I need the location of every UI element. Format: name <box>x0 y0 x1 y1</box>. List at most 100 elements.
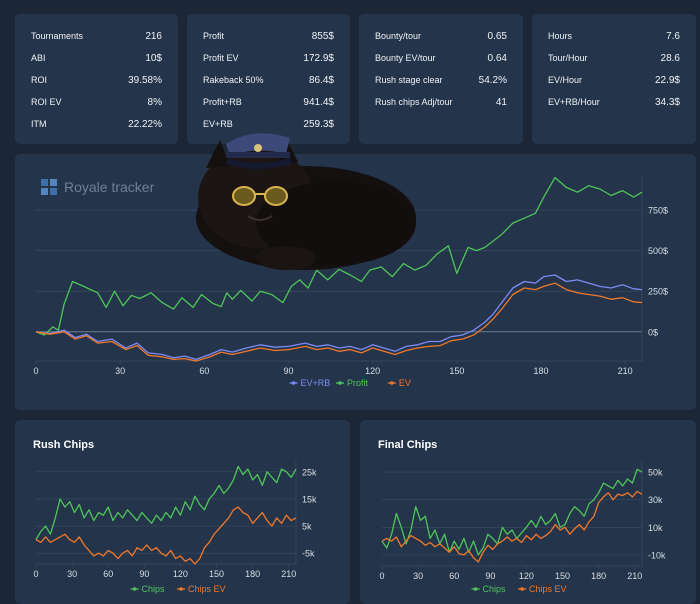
stat-label: Hours <box>548 31 573 41</box>
rush-chart-x-tick-label: 30 <box>67 569 77 579</box>
stat-value: 22.9$ <box>654 74 680 86</box>
stat-label: Tour/Hour <box>548 53 588 63</box>
stat-value: 855$ <box>311 30 334 42</box>
final-chart-series-chips <box>381 468 643 556</box>
stat-value: 216 <box>145 30 162 42</box>
final-chart-x-tick-label: 60 <box>449 571 459 581</box>
rush-chart-y-tick-label: 25k <box>302 467 317 477</box>
rush-chart-series-chips-ev <box>35 506 297 565</box>
stat-label: Profit EV <box>203 53 239 63</box>
profit-chart-y-tick-label: 250$ <box>648 287 668 297</box>
rush-chart-series-chips <box>35 465 297 540</box>
stat-value: 86.4$ <box>308 74 334 86</box>
final-chips-title: Final Chips <box>378 439 438 451</box>
stat-value: 259.3$ <box>303 118 334 130</box>
rush-chart-legend-label: Chips EV <box>188 584 226 594</box>
profit-chart-legend-label: EV+RB <box>301 378 331 388</box>
final-chart-y-tick-label: 50k <box>648 468 663 478</box>
stats-card-profit: Profit 855$ Profit EV 172.9$ Rakeback 50% 86.… <box>187 14 350 144</box>
stat-value: 28.6 <box>660 52 680 64</box>
stat-value: 172.9$ <box>303 52 334 64</box>
profit-chart-legend-marker <box>291 381 296 385</box>
stat-label: EV+RB <box>203 119 233 129</box>
stat-row: Bounty/tour 0.65 <box>375 29 507 43</box>
profit-chart-x-tick-label: 0 <box>33 366 38 376</box>
profit-chart-legend-label: Profit <box>347 378 369 388</box>
profit-chart-x-tick-label: 30 <box>115 366 125 376</box>
stat-label: ROI <box>31 75 48 85</box>
stat-row: Tour/Hour 28.6 <box>548 51 680 65</box>
stat-label: Profit <box>203 31 225 41</box>
stat-value: 941.4$ <box>303 96 334 108</box>
stat-label: Rakeback 50% <box>203 75 264 85</box>
stat-label: ABI <box>31 53 46 63</box>
stat-value: 22.22% <box>128 118 162 130</box>
profit-chart-x-tick-label: 180 <box>533 366 548 376</box>
profit-chart-x-tick-label: 150 <box>449 366 464 376</box>
rush-chart-x-tick-label: 0 <box>33 569 38 579</box>
stat-row: Rush stage clear 54.2% <box>375 73 507 87</box>
rush-chart-y-tick-label: -5k <box>302 549 315 559</box>
final-chart-x-tick-label: 0 <box>379 571 384 581</box>
stat-label: Rush chips Adj/tour <box>375 97 453 107</box>
stat-row: ABI 10$ <box>31 51 162 65</box>
stat-value: 41 <box>495 96 507 108</box>
stat-row: EV+RB/Hour 34.3$ <box>548 95 680 109</box>
profit-chart-x-tick-label: 60 <box>199 366 209 376</box>
rush-chart-x-tick-label: 210 <box>281 569 296 579</box>
cat-with-police-hat-image <box>196 133 416 270</box>
rush-chart-legend-marker <box>132 587 137 591</box>
final-chart-y-tick-label: -10k <box>648 550 666 560</box>
profit-chart-legend-marker <box>390 381 394 385</box>
stat-value: 0.64 <box>487 52 507 64</box>
stat-row: ITM 22.22% <box>31 117 162 131</box>
rush-chips-card <box>15 420 350 604</box>
profit-chart-y-tick-label: 750$ <box>648 206 668 216</box>
stat-label: Tournaments <box>31 31 84 41</box>
stat-row: Profit 855$ <box>203 29 334 43</box>
final-chart-legend-marker <box>473 587 478 591</box>
stat-row: EV+RB 259.3$ <box>203 117 334 131</box>
final-chart-series-chips-ev <box>381 490 643 563</box>
final-chart-legend-marker <box>520 587 524 591</box>
stats-card-general: Tournaments 216 ABI 10$ ROI 39.58% ROI EV 8% ITM… <box>15 14 178 144</box>
final-chart-x-tick-label: 90 <box>485 571 495 581</box>
stat-label: EV/Hour <box>548 75 583 85</box>
final-chart-x-tick-label: 210 <box>627 571 642 581</box>
rush-chart-x-tick-label: 180 <box>245 569 260 579</box>
stat-label: ITM <box>31 119 47 129</box>
brand: Royale tracker <box>40 178 154 196</box>
stat-value: 54.2% <box>478 74 507 86</box>
final-chart-legend-label: Chips <box>483 584 507 594</box>
stat-row: Profit+RB 941.4$ <box>203 95 334 109</box>
final-chips-card <box>360 420 696 604</box>
royale-tracker-logo-icon <box>41 179 57 195</box>
stat-row: Rakeback 50% 86.4$ <box>203 73 334 87</box>
rush-chart-x-tick-label: 60 <box>103 569 113 579</box>
rush-chart-x-tick-label: 120 <box>173 569 188 579</box>
rush-chart-x-tick-label: 90 <box>139 569 149 579</box>
profit-chart-legend-label: EV <box>399 378 411 388</box>
rush-chart-legend-label: Chips <box>142 584 166 594</box>
profit-chart-y-tick-label: 500$ <box>648 246 668 256</box>
stats-card-time: Hours 7.6 Tour/Hour 28.6 EV/Hour 22.9$ EV+RB/H… <box>532 14 696 144</box>
profit-chart-series-ev-rb <box>35 274 643 361</box>
stat-label: Bounty EV/tour <box>375 53 436 63</box>
stat-row: Tournaments 216 <box>31 29 162 43</box>
stat-value: 0.65 <box>487 30 507 42</box>
stat-value: 39.58% <box>128 74 162 86</box>
rush-chart-legend-marker <box>179 587 183 591</box>
stat-value: 10$ <box>145 52 162 64</box>
stat-label: Bounty/tour <box>375 31 422 41</box>
stat-row: Bounty EV/tour 0.64 <box>375 51 507 65</box>
brand-name: Royale tracker <box>64 179 155 195</box>
final-chart-x-tick-label: 150 <box>555 571 570 581</box>
stat-value: 8% <box>147 96 162 108</box>
rush-chart-x-tick-label: 150 <box>209 569 224 579</box>
final-chart-y-tick-label: 30k <box>648 495 663 505</box>
stat-label: Rush stage clear <box>375 75 443 85</box>
profit-chart-x-tick-label: 90 <box>283 366 293 376</box>
rush-chart-y-tick-label: 15k <box>302 494 317 504</box>
